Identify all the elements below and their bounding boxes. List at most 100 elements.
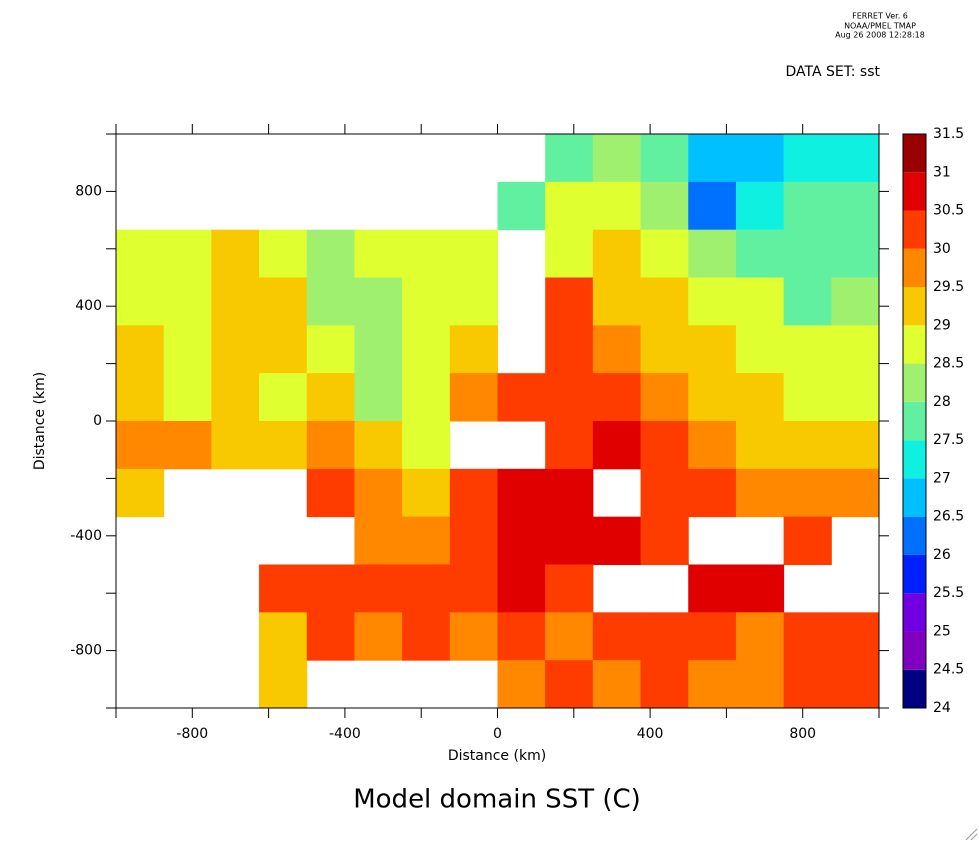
field-cell <box>640 181 689 231</box>
colorbar-label: 28 <box>933 394 951 410</box>
colorbar-label: 27 <box>933 470 951 486</box>
field-cell <box>163 277 212 326</box>
field-cell <box>688 373 737 422</box>
resize-grip <box>965 828 978 841</box>
field-cell <box>545 468 594 518</box>
colorbar-bin <box>903 440 926 479</box>
field-cell <box>688 277 737 326</box>
field-cell <box>306 420 355 470</box>
field-cell <box>354 516 403 566</box>
colorbar-bin <box>903 631 926 670</box>
field-cell <box>688 325 737 374</box>
field-cell <box>449 373 498 422</box>
field-cell <box>545 325 594 374</box>
field-cell <box>354 373 403 422</box>
field-cell <box>640 420 689 470</box>
x-axis-label: Distance (km) <box>448 748 546 764</box>
field-cell <box>640 468 689 518</box>
field-cell <box>735 564 785 613</box>
field-cell <box>640 229 689 279</box>
field-cell <box>116 277 165 326</box>
field-cell <box>497 564 546 613</box>
y-axis-label: Distance (km) <box>32 372 48 470</box>
field-cell <box>306 468 355 518</box>
field <box>116 133 880 709</box>
colorbar-bin <box>903 669 926 708</box>
field-cell <box>354 420 403 470</box>
field-cell <box>354 564 403 613</box>
field-cell <box>783 181 832 231</box>
field-cell <box>211 277 260 326</box>
field-cell <box>545 373 594 422</box>
field-cell <box>735 229 785 279</box>
field-cell <box>592 420 642 470</box>
field-cell <box>640 660 689 709</box>
field-cell <box>449 325 498 374</box>
field-cell <box>306 373 355 422</box>
y-tick-label: -400 <box>70 528 102 544</box>
field-cell <box>449 468 498 518</box>
colorbar-label: 25 <box>933 623 951 639</box>
field-cell <box>163 325 212 374</box>
field-cell <box>306 612 355 661</box>
field-cell <box>211 420 260 470</box>
field-cell <box>545 277 594 326</box>
field-cell <box>688 420 737 470</box>
field-cell <box>545 133 594 183</box>
field-cell <box>402 612 451 661</box>
field-cell <box>592 229 642 279</box>
field-cell <box>402 468 451 518</box>
field-cell <box>688 612 737 661</box>
field-cell <box>592 660 642 709</box>
header-line: NOAA/PMEL TMAP <box>844 22 916 31</box>
field-cell <box>735 133 785 183</box>
field-cell <box>211 325 260 374</box>
field-cell <box>449 612 498 661</box>
field-cell <box>783 612 832 661</box>
colorbar-label: 30.5 <box>933 203 964 219</box>
x-tick-label: 0 <box>493 726 502 742</box>
field-cell <box>259 564 308 613</box>
field-cell <box>545 181 594 231</box>
field-cell <box>688 229 737 279</box>
field-cell <box>783 373 832 422</box>
field-cell <box>259 277 308 326</box>
colorbar-bin <box>903 134 926 173</box>
field-cell <box>545 516 594 566</box>
colorbar-bin <box>903 287 926 326</box>
field-cell <box>831 612 880 661</box>
field-cell <box>259 660 308 709</box>
colorbar-label: 24 <box>933 700 951 716</box>
field-cell <box>688 564 737 613</box>
field-cell <box>592 516 642 566</box>
field-cell <box>831 181 880 231</box>
colorbar-label: 28.5 <box>933 356 964 372</box>
field-cell <box>163 420 212 470</box>
field-cell <box>592 612 642 661</box>
x-tick-label: -800 <box>176 726 208 742</box>
field-cell <box>211 229 260 279</box>
field-cell <box>449 229 498 279</box>
field-cell <box>211 373 260 422</box>
field-cell <box>354 612 403 661</box>
field-cell <box>449 564 498 613</box>
field-cell <box>497 660 546 709</box>
field-cell <box>831 325 880 374</box>
field-cell <box>640 133 689 183</box>
field-cell <box>497 468 546 518</box>
header-line: Aug 26 2008 12:28:18 <box>835 31 925 40</box>
colorbar-bin <box>903 172 926 211</box>
field-cell <box>688 181 737 231</box>
field-cell <box>545 229 594 279</box>
colorbar-bin <box>903 325 926 364</box>
field-cell <box>259 420 308 470</box>
field-cell <box>402 325 451 374</box>
colorbar-label: 24.5 <box>933 662 964 678</box>
field-cell <box>831 277 880 326</box>
field-cell <box>735 181 785 231</box>
field-cell <box>783 325 832 374</box>
x-tick-label: -400 <box>329 726 361 742</box>
field-cell <box>783 133 832 183</box>
field-cell <box>783 229 832 279</box>
